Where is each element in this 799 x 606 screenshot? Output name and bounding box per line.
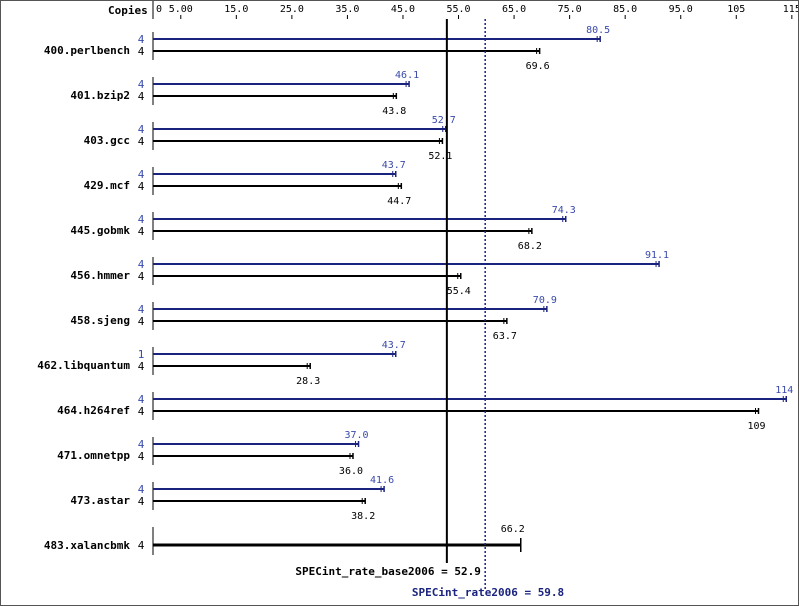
x-tick-label: 115 — [783, 4, 798, 15]
benchmark-row: 462.libquantum 14 43.7 28.3 — [37, 340, 406, 387]
base-value-label: 52.1 — [428, 151, 452, 162]
base-copies: 4 — [138, 405, 145, 418]
x-tick-label: 5.00 — [169, 4, 193, 15]
base-value-label: 43.8 — [382, 106, 406, 117]
benchmark-row: 473.astar 44 41.6 38.2 — [70, 475, 394, 522]
base-copies: 4 — [138, 360, 145, 373]
benchmark-row: 471.omnetpp 44 37.0 36.0 — [57, 430, 368, 477]
chart-bars: 400.perlbench4480.569.6401.bzip24446.143… — [37, 25, 793, 555]
peak-value-label: 80.5 — [586, 25, 610, 36]
base-copies: 4 — [138, 45, 145, 58]
x-tick-label: 35.0 — [335, 4, 359, 15]
peak-value-label: 70.9 — [533, 295, 557, 306]
base-copies: 4 — [138, 270, 145, 283]
base-value-label: 36.0 — [339, 466, 363, 477]
peak-copies: 4 — [138, 483, 145, 496]
peak-value-label: 43.7 — [382, 340, 406, 351]
base-value-label: 68.2 — [518, 241, 542, 252]
benchmark-name: 403.gcc — [84, 134, 130, 147]
chart-header: Copies 0 5.00 15.0 25.0 35.0 45.0 55.0 65.0 75.0 8… — [108, 1, 798, 19]
peak-value-label: 43.7 — [382, 160, 406, 171]
peak-copies: 4 — [138, 213, 145, 226]
benchmark-row: 429.mcf 44 43.7 44.7 — [84, 160, 412, 207]
benchmark-row: 401.bzip2 44 46.1 43.8 — [70, 70, 419, 117]
benchmark-row: 483.xalancbmk 4 66.2 — [44, 524, 525, 555]
peak-copies: 4 — [138, 168, 145, 181]
peak-value-label: 41.6 — [370, 475, 394, 486]
peak-copies: 4 — [138, 258, 145, 271]
x-tick-label: 95.0 — [669, 4, 693, 15]
x-tick-label: 25.0 — [280, 4, 304, 15]
x-tick-label: 65.0 — [502, 4, 526, 15]
base-copies: 4 — [138, 495, 145, 508]
peak-copies: 4 — [138, 438, 145, 451]
base-copies: 4 — [138, 180, 145, 193]
benchmark-name: 483.xalancbmk — [44, 539, 130, 552]
benchmark-row: 445.gobmk 44 74.3 68.2 — [70, 205, 575, 252]
peak-copies: 4 — [138, 33, 145, 46]
peak-value-label: 37.0 — [344, 430, 368, 441]
x-tick-label: 75.0 — [558, 4, 582, 15]
base-value-label: 66.2 — [501, 524, 525, 535]
base-value-label: 69.6 — [526, 61, 550, 72]
benchmark-name: 462.libquantum — [37, 359, 130, 372]
benchmark-name: 473.astar — [70, 494, 130, 507]
peak-summary-label: SPECint_rate2006 = 59.8 — [412, 586, 564, 599]
x-tick-label: 55.0 — [446, 4, 470, 15]
benchmark-name: 456.hmmer — [70, 269, 130, 282]
benchmark-row: 464.h264ref 44 114 109 — [57, 385, 793, 432]
chart-summary: SPECint_rate_base2006 = 52.9 SPECint_rate… — [295, 19, 564, 599]
benchmark-row: 456.hmmer 44 91.1 55.4 — [70, 250, 669, 297]
base-copies: 4 — [138, 135, 145, 148]
peak-copies: 4 — [138, 78, 145, 91]
copies-header: Copies — [108, 4, 148, 17]
benchmark-name: 458.sjeng — [70, 314, 130, 327]
benchmark-name: 401.bzip2 — [70, 89, 130, 102]
benchmark-name: 429.mcf — [84, 179, 130, 192]
peak-copies: 4 — [138, 303, 145, 316]
benchmark-row: 458.sjeng 44 70.9 63.7 — [70, 295, 557, 342]
peak-copies: 4 — [138, 123, 145, 136]
benchmark-row: 403.gcc 44 52.7 52.1 — [84, 115, 456, 162]
base-copies: 4 — [138, 315, 145, 328]
base-value-label: 38.2 — [351, 511, 375, 522]
peak-value-label: 114 — [775, 385, 793, 396]
base-copies: 4 — [138, 539, 145, 552]
peak-value-label: 74.3 — [552, 205, 576, 216]
base-value-label: 109 — [747, 421, 765, 432]
x-tick-label: 45.0 — [391, 4, 415, 15]
peak-copies: 1 — [138, 348, 145, 361]
benchmark-name: 464.h264ref — [57, 404, 130, 417]
base-copies: 4 — [138, 90, 145, 103]
peak-value-label: 91.1 — [645, 250, 669, 261]
base-copies: 4 — [138, 225, 145, 238]
x-tick-label: 15.0 — [224, 4, 248, 15]
x-tick-label: 85.0 — [613, 4, 637, 15]
x-tick-label: 0 — [156, 4, 162, 15]
peak-copies: 4 — [138, 393, 145, 406]
base-value-label: 44.7 — [387, 196, 411, 207]
base-copies: 4 — [138, 450, 145, 463]
x-tick-label: 105 — [727, 4, 745, 15]
base-value-label: 55.4 — [447, 286, 471, 297]
benchmark-name: 400.perlbench — [44, 44, 130, 57]
benchmark-name: 471.omnetpp — [57, 449, 130, 462]
benchmark-row: 400.perlbench 44 80.5 69.6 — [44, 25, 610, 72]
base-value-label: 63.7 — [493, 331, 517, 342]
base-value-label: 28.3 — [296, 376, 320, 387]
peak-value-label: 46.1 — [395, 70, 419, 81]
peak-value-label: 52.7 — [432, 115, 456, 126]
base-summary-label: SPECint_rate_base2006 = 52.9 — [295, 565, 480, 578]
benchmark-name: 445.gobmk — [70, 224, 130, 237]
